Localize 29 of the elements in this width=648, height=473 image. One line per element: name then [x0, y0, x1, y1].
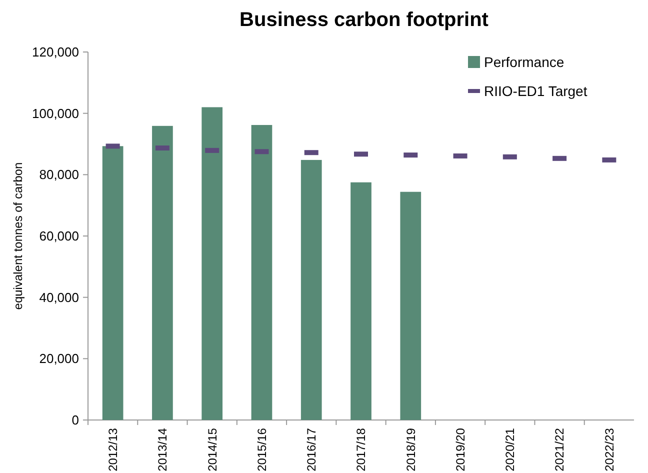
bar: [202, 107, 223, 420]
legend-label: RIIO-ED1 Target: [484, 82, 588, 99]
x-tick-label: 2020/21: [503, 428, 518, 472]
y-tick-label: 100,000: [32, 106, 79, 121]
y-tick-label: 120,000: [32, 44, 79, 60]
y-tick-label: 80,000: [39, 167, 79, 182]
x-tick-label: 2013/14: [156, 428, 170, 472]
y-axis-title: equivalent tonnes of carbon: [11, 162, 25, 310]
bar: [152, 126, 173, 420]
x-tick-label: 2012/13: [106, 428, 120, 472]
y-tick-label: 0: [72, 412, 79, 428]
x-tick-label: 2021/22: [552, 428, 567, 472]
x-tick-label: 2015/16: [254, 428, 269, 472]
legend-label: Performance: [484, 54, 564, 70]
x-tick-label: 2014/15: [205, 428, 220, 472]
y-tick-label: 20,000: [39, 351, 79, 366]
y-tick-label: 60,000: [39, 228, 79, 244]
bar: [102, 146, 124, 420]
bar: [400, 192, 422, 420]
x-tick-label: 2016/17: [304, 428, 319, 472]
bar: [300, 160, 322, 420]
x-tick-label: 2017/18: [354, 428, 368, 472]
y-tick-label: 40,000: [39, 290, 79, 305]
x-tick-label: 2018/19: [404, 428, 418, 472]
bar: [251, 124, 272, 420]
x-tick-label: 2019/20: [453, 428, 468, 472]
chart-title: Business carbon footprint: [240, 9, 489, 31]
bar: [350, 182, 372, 420]
x-tick-label: 2022/23: [602, 428, 616, 472]
